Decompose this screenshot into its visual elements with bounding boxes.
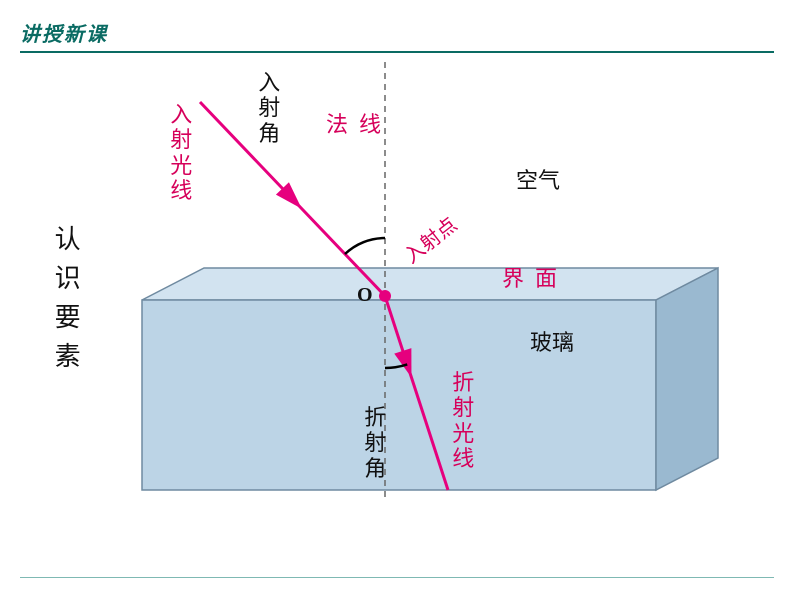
interface-label: 界 面 [502,266,557,292]
refraction-diagram [0,0,794,596]
footer-rule [20,577,774,578]
side-title: 认识要素 [52,220,83,376]
point-o-label: O [357,284,373,307]
glass-label: 玻璃 [530,330,574,356]
incident-ray-label: 入射光线 [168,102,194,203]
air-label: 空气 [516,168,560,194]
refracted-ray-label: 折射光线 [450,370,476,471]
normal-label: 法 线 [326,112,381,138]
incident-angle-label: 入射角 [256,70,282,146]
refraction-angle-label: 折射角 [362,405,388,481]
